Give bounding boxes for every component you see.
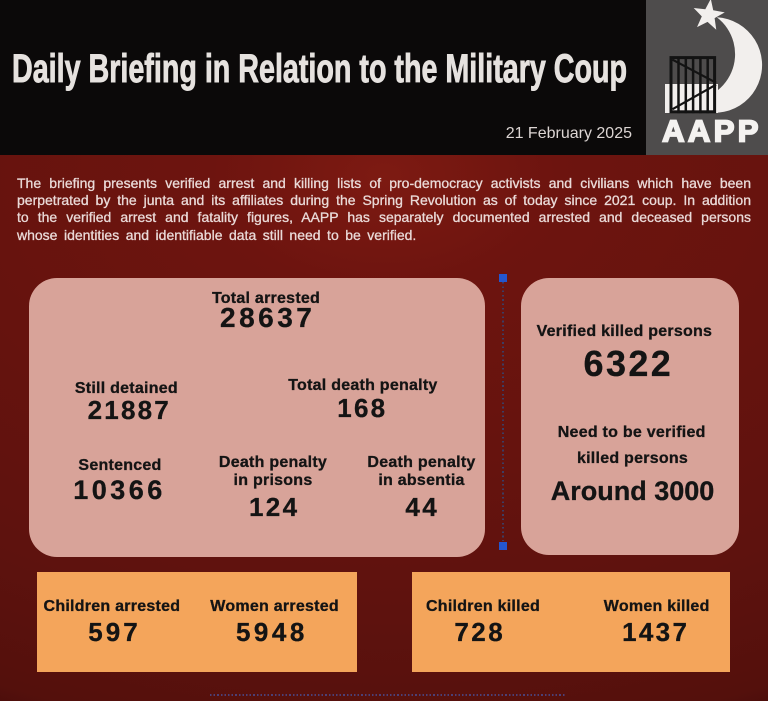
svg-text:AAPP: AAPP	[662, 113, 762, 148]
